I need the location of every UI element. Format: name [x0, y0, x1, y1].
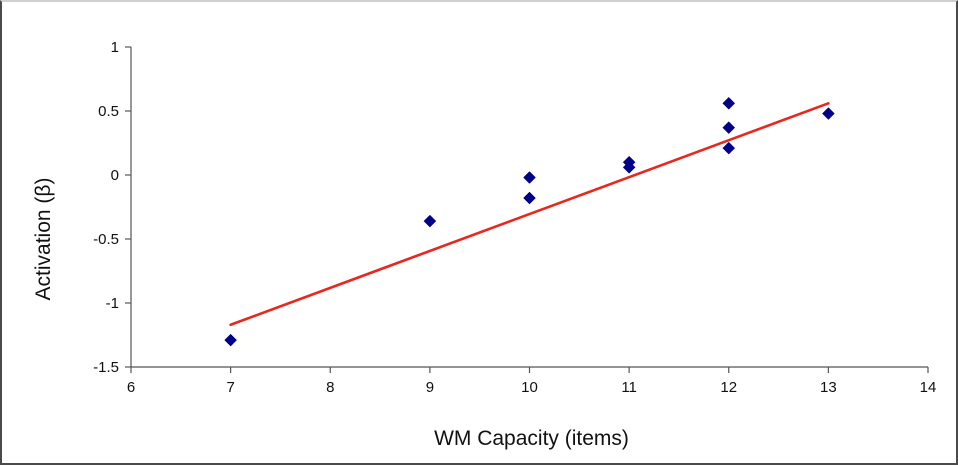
y-tick-label: 0 — [111, 167, 119, 184]
x-tick-label: 6 — [127, 379, 135, 396]
trend-line — [229, 102, 830, 327]
x-axis-title: WM Capacity (items) — [434, 427, 629, 450]
data-point-marker — [722, 141, 736, 155]
y-tick-label: 1 — [111, 39, 119, 56]
data-point-marker — [523, 171, 536, 184]
x-tick-label: 9 — [426, 379, 434, 396]
x-tick-label: 10 — [521, 379, 538, 396]
trend-line-layer — [229, 102, 830, 327]
y-tick-label: -1 — [106, 295, 119, 312]
x-tick-label: 11 — [621, 379, 637, 396]
data-point-marker — [622, 160, 636, 174]
x-axis-ticks: 6 7 8 9 10 11 12 13 14 — [127, 367, 937, 396]
y-axis-ticks: -1.5 -1 -0.5 0 0.5 1 — [93, 39, 131, 376]
data-points-layer — [224, 96, 835, 347]
y-tick-label: 0.5 — [98, 103, 119, 120]
data-point-marker — [722, 96, 736, 110]
y-tick-label: -1.5 — [93, 359, 119, 376]
data-point-marker — [822, 107, 835, 120]
x-tick-label: 7 — [226, 379, 234, 396]
data-point-marker — [523, 191, 536, 205]
y-tick-label: -0.5 — [93, 231, 119, 248]
data-point-marker — [423, 214, 437, 228]
data-point-marker — [224, 333, 237, 347]
data-point-marker — [722, 121, 736, 134]
x-tick-label: 8 — [326, 379, 334, 396]
x-tick-label: 13 — [820, 379, 837, 396]
y-axis-title: Activation (β) — [32, 178, 55, 301]
x-tick-label: 12 — [720, 379, 737, 396]
axes: -1.5 -1 -0.5 0 0.5 1 6 7 8 9 10 11 12 13 14 — [93, 39, 936, 396]
x-tick-label: 14 — [920, 379, 937, 396]
